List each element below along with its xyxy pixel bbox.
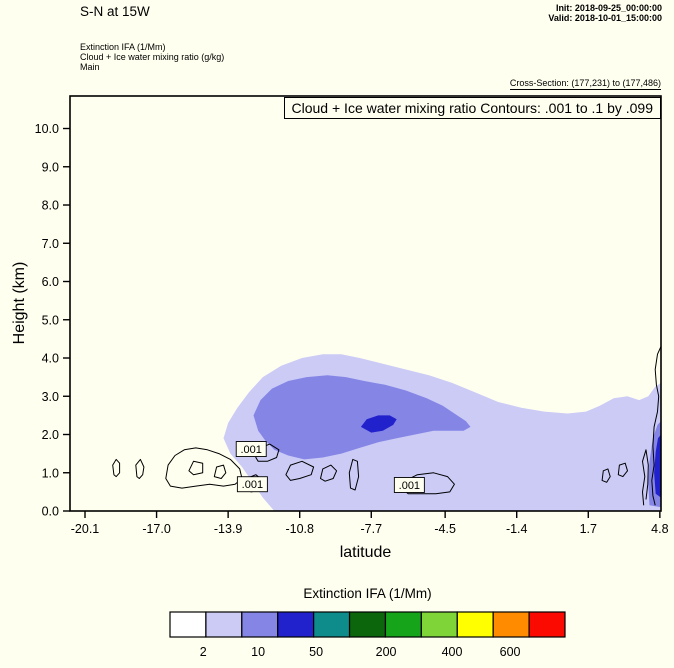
y-tick-label: 1.0 <box>42 466 59 480</box>
colorbar-tick-label: 10 <box>251 645 265 659</box>
cross-section-label: Cross-Section: (177,231) to (177,486) <box>509 78 661 90</box>
contour-line <box>285 460 315 481</box>
colorbar-cell <box>241 611 279 638</box>
colorbar-title: Extinction IFA (1/Mm) <box>303 586 432 601</box>
y-tick-label: 2.0 <box>42 428 59 442</box>
valid-timestamp: Valid: 2018-10-01_15:00:00 <box>548 13 662 23</box>
contour-label-box <box>235 441 267 457</box>
contour-label: .001 <box>242 479 263 491</box>
colorbar-tick-label: 200 <box>376 645 397 659</box>
colorbar-tick-label: 600 <box>500 645 521 659</box>
filled-region-extinction-50-200 <box>360 415 397 433</box>
colorbar-cell <box>277 611 315 638</box>
contour-line <box>403 472 455 495</box>
x-tick-label: -4.5 <box>434 522 456 536</box>
figure-title: S-N at 15W <box>80 4 150 19</box>
contour-info-box: Cloud + Ice water mixing ratio Contours:… <box>283 97 661 119</box>
field-description-line-1: Extinction IFA (1/Mm) <box>80 42 166 52</box>
x-tick-label: -10.8 <box>285 522 314 536</box>
contour-line <box>601 468 611 483</box>
x-tick-label: -17.0 <box>142 522 171 536</box>
contour-line <box>188 460 204 476</box>
contour-line <box>165 447 243 489</box>
contour-line <box>320 464 338 482</box>
x-tick-label: -13.9 <box>214 522 243 536</box>
field-description-line-3: Main <box>80 62 100 72</box>
contour-line <box>642 449 649 506</box>
x-tick-label: -7.7 <box>360 522 382 536</box>
contour-line <box>112 458 121 478</box>
y-tick-label: 8.0 <box>42 199 59 213</box>
x-tick-label: 4.8 <box>651 522 668 536</box>
colorbar-tick-label: 400 <box>442 645 463 659</box>
colorbar-cell <box>492 611 530 638</box>
y-tick-label: 0.0 <box>42 505 59 519</box>
colorbar-cell <box>205 611 243 638</box>
filled-region-extinction-50-200-right-edge <box>654 434 661 498</box>
field-description-block: Extinction IFA (1/Mm) Cloud + Ice water … <box>80 42 224 72</box>
contour-label-box <box>393 477 425 493</box>
y-tick-label: 5.0 <box>42 313 59 327</box>
colorbar-cell <box>528 611 566 638</box>
plot-frame <box>69 95 662 512</box>
init-timestamp: Init: 2018-09-25_00:00:00 <box>555 3 662 13</box>
y-axis-title: Height (km) <box>11 261 28 345</box>
contour-label: .001 <box>241 444 262 456</box>
colorbar-cell <box>313 611 351 638</box>
contour-line <box>348 458 360 491</box>
x-tick-label: -1.4 <box>506 522 528 536</box>
x-tick-label: -20.1 <box>71 522 100 536</box>
colorbar-cell <box>348 611 387 638</box>
x-axis-title: latitude <box>339 544 392 561</box>
colorbar-cell <box>456 611 494 638</box>
x-tick-label: 1.7 <box>580 522 597 536</box>
colorbar-cell <box>169 611 207 638</box>
filled-region-extinction-10-50 <box>253 375 471 460</box>
colorbar-cell <box>384 611 422 638</box>
y-tick-label: 9.0 <box>42 160 59 174</box>
contour-line <box>135 458 145 479</box>
y-tick-label: 4.0 <box>42 352 59 366</box>
colorbar-tick-label: 50 <box>309 645 323 659</box>
colorbar-cell <box>420 611 458 638</box>
field-description-line-2: Cloud + Ice water mixing ratio (g/kg) <box>80 52 225 62</box>
y-tick-label: 3.0 <box>42 390 59 404</box>
contour-label: .001 <box>399 480 420 492</box>
contour-line <box>213 464 227 479</box>
y-tick-label: 7.0 <box>42 237 59 251</box>
contour-label-box <box>236 476 268 493</box>
y-tick-label: 10.0 <box>35 122 59 136</box>
timestamp-block: Init: 2018-09-25_00:00:00 Valid: 2018-10… <box>548 3 662 23</box>
y-tick-label: 6.0 <box>42 275 59 289</box>
colorbar-tick-label: 2 <box>200 645 207 659</box>
contour-line <box>617 462 628 478</box>
contour-line <box>651 346 662 506</box>
